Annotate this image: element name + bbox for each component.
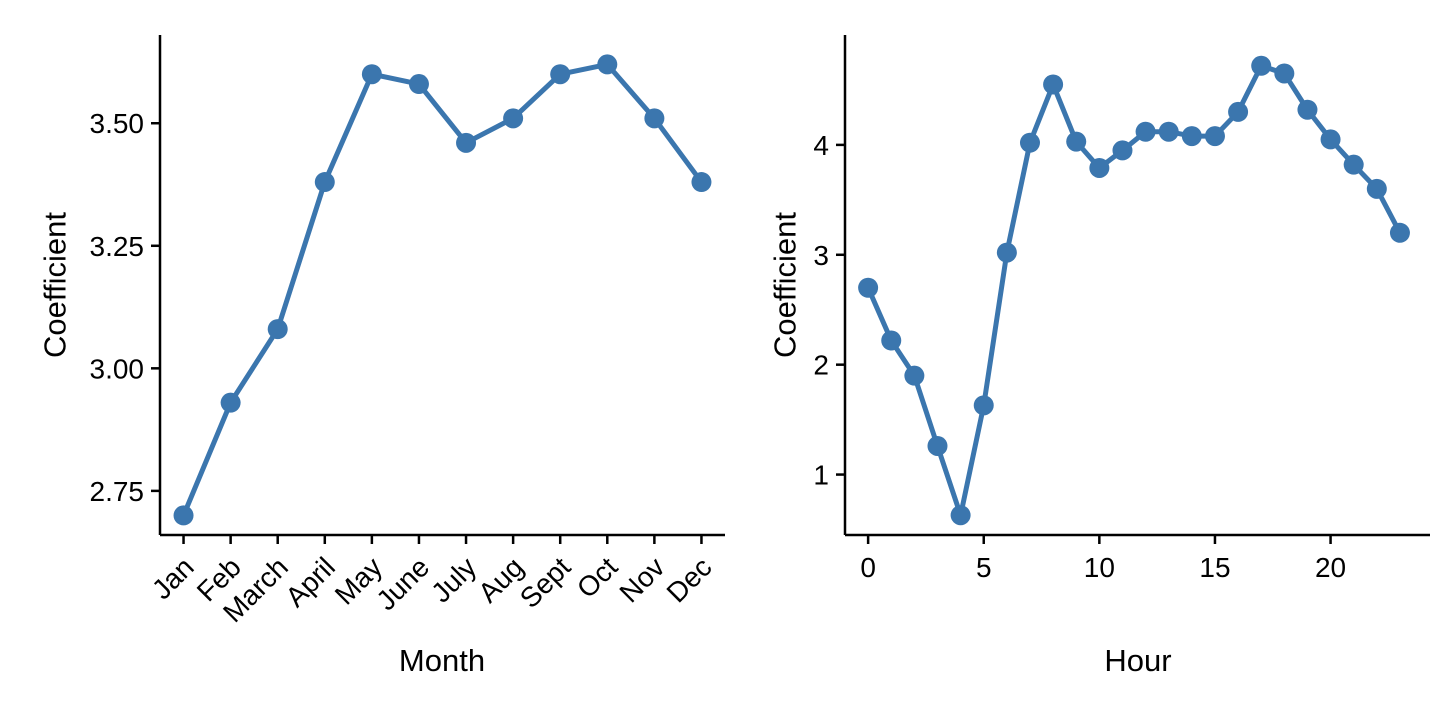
data-point [1135, 121, 1156, 142]
data-point [456, 132, 477, 153]
month-chart-y-axis-title: Coefficient [37, 212, 73, 358]
data-point [881, 330, 902, 351]
data-point [973, 395, 994, 416]
data-point [691, 172, 712, 193]
data-point [1343, 154, 1364, 175]
x-tick-label: June [370, 551, 435, 616]
data-point [1366, 178, 1387, 199]
x-tick-label: 5 [976, 552, 992, 583]
data-point [1066, 131, 1087, 152]
month-coefficient-chart: 2.75 3.00 3.25 3.50 Jan Feb March April May June J… [37, 35, 725, 678]
y-tick-label: 1 [813, 460, 829, 491]
month-chart-x-axis-title: Month [398, 643, 486, 678]
data-point [996, 242, 1017, 263]
data-point [1204, 126, 1225, 147]
data-point [220, 392, 241, 413]
x-tick-label: 15 [1199, 552, 1230, 583]
data-point [644, 108, 665, 129]
data-point [858, 277, 879, 298]
x-tick-label: July [425, 551, 482, 608]
hour-chart-y-axis-title: Coefficient [767, 212, 803, 358]
data-point [1320, 129, 1341, 150]
data-point [1251, 55, 1272, 76]
x-tick-label: Jan [146, 551, 200, 605]
month-chart-canvas: 2.753.003.253.50JanFebMarchAprilMayJuneJ… [90, 35, 725, 628]
data-point [1274, 63, 1295, 84]
x-tick-label: 0 [860, 552, 876, 583]
data-point [314, 172, 335, 193]
x-tick-label: Oct [571, 551, 624, 604]
y-tick-label: 4 [813, 130, 829, 161]
x-tick-label: Nov [613, 551, 670, 608]
data-point [1181, 126, 1202, 147]
data-point [1089, 157, 1110, 178]
x-tick-label: 10 [1084, 552, 1115, 583]
x-tick-label: April [280, 551, 342, 613]
data-point [1228, 101, 1249, 122]
data-point [1112, 140, 1133, 161]
y-tick-label: 3 [813, 240, 829, 271]
y-tick-label: 2.75 [90, 476, 145, 507]
hour-chart-canvas: 1 2 3 4 0 5 10 15 20 [813, 35, 1430, 583]
data-point [1297, 99, 1318, 120]
data-point [361, 64, 382, 85]
y-tick-label: 3.50 [90, 108, 145, 139]
data-point [904, 365, 925, 386]
data-point [927, 435, 948, 456]
data-point [950, 505, 971, 526]
y-tick-label: 3.25 [90, 231, 145, 262]
data-point [1158, 121, 1179, 142]
data-point [1019, 132, 1040, 153]
x-tick-label: Sept [514, 551, 577, 614]
data-point [503, 108, 524, 129]
x-tick-label: Dec [661, 551, 718, 608]
y-tick-label: 2 [813, 350, 829, 381]
hour-coefficient-chart: 1 2 3 4 0 5 10 15 20 Coefficient Hour [730, 0, 1440, 720]
data-point [408, 74, 429, 95]
data-point [1389, 222, 1410, 243]
data-point [267, 319, 288, 340]
data-point [597, 54, 618, 75]
x-tick-label: 20 [1315, 552, 1346, 583]
series-line [865, 63, 1403, 518]
data-point [550, 64, 571, 85]
hour-chart-x-axis-title: Hour [1104, 643, 1172, 678]
y-tick-label: 3.00 [90, 353, 145, 384]
data-point [1043, 74, 1064, 95]
data-point [173, 505, 194, 526]
series-line [181, 61, 704, 518]
